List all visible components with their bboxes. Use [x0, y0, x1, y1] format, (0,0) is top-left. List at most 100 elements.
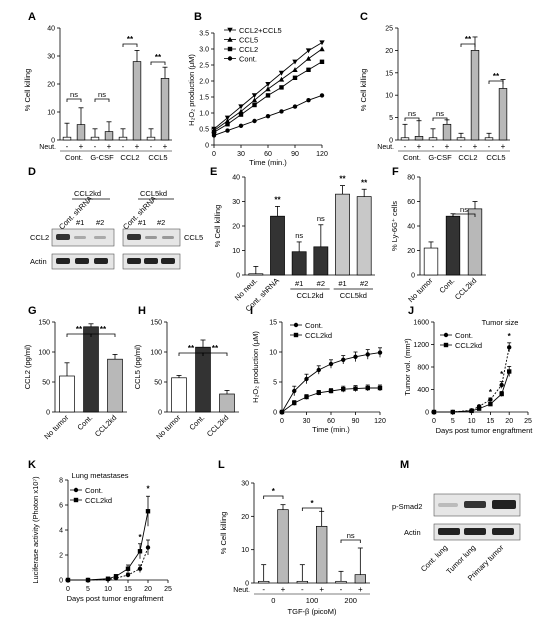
panel-g-ylabel: CCL2 (pg/ml) [23, 344, 32, 389]
panel-l-ylabel: % Cell killing [219, 512, 228, 555]
point [227, 36, 233, 42]
x-tick-label: 20 [505, 418, 513, 425]
point [450, 409, 455, 415]
panel-c-y-tick-label: 5 [389, 115, 393, 122]
group-label: Cont. [65, 153, 83, 162]
panel-c-y-tick-label: 10 [385, 93, 393, 100]
panel-f-ylabel: % Ly-6G⁺ cells [390, 201, 399, 251]
sig-0-label: ns [70, 90, 78, 99]
neut-sign: - [460, 142, 463, 151]
panel-l-y-tick-label: 0 [245, 581, 249, 588]
panel-e-y-tick-label: 30 [232, 199, 240, 206]
band [438, 503, 458, 507]
x-tick-label: 10 [104, 586, 112, 593]
x-tick-label: 15 [124, 586, 132, 593]
panel-h-y-tick-label: 50 [154, 380, 162, 387]
point [238, 104, 244, 110]
sig-0-bracket [263, 495, 284, 499]
point [353, 354, 358, 359]
point [499, 382, 504, 388]
neut-sign: - [94, 142, 97, 151]
band [75, 258, 89, 264]
x-tick-label: 5 [86, 586, 90, 593]
point [293, 332, 299, 338]
x-tick-label: 120 [374, 418, 386, 425]
clone-label: #1 [295, 279, 303, 288]
sig-3-bracket [150, 61, 166, 65]
point [305, 55, 312, 61]
bar [356, 196, 372, 276]
panel-k-title: Lung metastases [71, 471, 128, 480]
point [113, 574, 119, 579]
neut-sign: - [432, 142, 435, 151]
sig-0-bracket [404, 117, 420, 121]
group-label: CCL2 [458, 153, 477, 162]
point [476, 406, 482, 411]
panel-j-xlabel: Days post tumor engraftment [436, 426, 534, 435]
legend-label: Cont. [455, 331, 473, 340]
point [251, 93, 258, 99]
neut-sign: + [281, 585, 286, 594]
bar [400, 137, 410, 141]
point [137, 566, 143, 571]
panel-c-y-tick-label: 15 [385, 70, 393, 77]
sig-3-label: ** [155, 53, 162, 62]
neut-sign: - [404, 142, 407, 151]
panel-letter-c: C [360, 11, 368, 23]
sig-2-label: ns [347, 531, 355, 540]
band [464, 528, 486, 535]
point [224, 115, 231, 121]
panel-letter-g: G [28, 305, 37, 317]
panel-l-y-tick-label: 10 [241, 547, 249, 554]
point [292, 400, 297, 406]
point [292, 67, 298, 72]
sig-2-bracket [340, 539, 361, 543]
panel-i-y-tick-label: 0 [273, 410, 277, 417]
point [105, 576, 111, 581]
panel-j-y-tick-label: 800 [417, 365, 429, 372]
panel-g-y-tick-label: 100 [38, 350, 50, 357]
sig-2-label: ** [465, 35, 472, 44]
band [56, 258, 70, 264]
panel-l-xlabel: TGF-β (picoM) [288, 607, 337, 616]
point [507, 345, 512, 350]
group-label: CCL2kd [296, 291, 323, 300]
point [265, 86, 271, 92]
panel-f-y-tick-label: 0 [411, 273, 415, 280]
blot-clone-label: #1 [138, 218, 146, 227]
panel-b-xlabel: Time (min.) [249, 158, 287, 167]
x-category-label: Cont. [187, 413, 206, 432]
point [225, 128, 230, 133]
bar [296, 580, 308, 584]
x-tick-label: 30 [237, 151, 245, 158]
x-category-label: No tumor [42, 413, 71, 442]
group-label: CCL5kd [340, 291, 367, 300]
bar [316, 525, 328, 584]
point [279, 109, 284, 114]
point [227, 56, 233, 61]
sig-1-bracket [301, 507, 323, 511]
legend-label: CCL2+CCL5 [239, 26, 282, 35]
bar [248, 273, 264, 276]
legend-label: CCL2kd [305, 331, 332, 340]
panel-k-xlabel: Days post tumor engraftment [67, 594, 165, 603]
panel-b-y-tick-label: 1.0 [199, 111, 209, 118]
panel-a-ylabel: % Cell killing [23, 69, 32, 112]
bar [456, 137, 466, 141]
point [328, 361, 334, 367]
neut-sign: + [163, 142, 168, 151]
bar [445, 215, 461, 276]
panel-a-y-tick-label: 10 [47, 110, 55, 117]
band [94, 236, 106, 239]
clone-label: #2 [317, 279, 325, 288]
group-label: G-CSF [428, 153, 452, 162]
panel-letter-l: L [218, 459, 225, 471]
sig-1-label: * [310, 499, 314, 508]
panel-letter-b: B [194, 11, 202, 23]
bar [132, 61, 142, 141]
neut-sign: + [445, 142, 450, 151]
blot-row-label: Actin [30, 257, 47, 266]
sig-3-label: ** [493, 72, 500, 81]
point [306, 98, 311, 103]
point [73, 497, 79, 503]
